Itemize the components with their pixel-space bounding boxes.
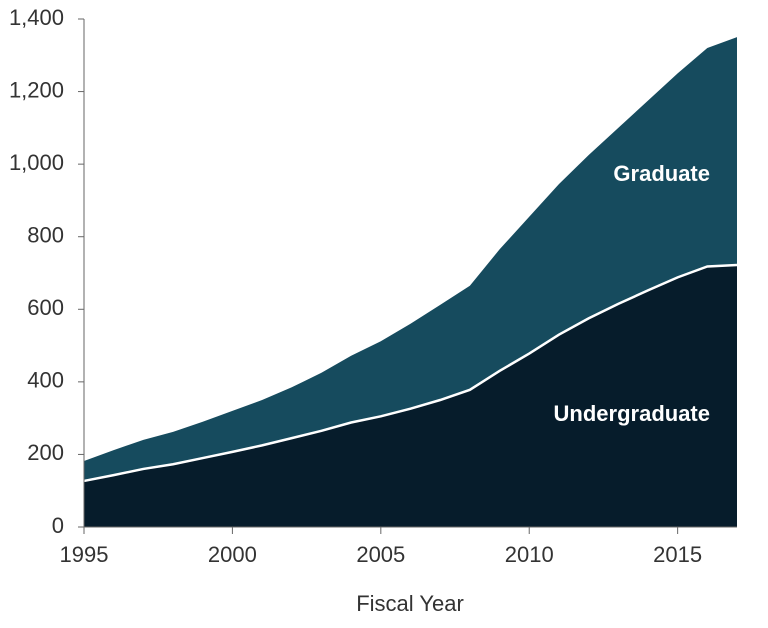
y-tick-label: 800: [27, 223, 64, 248]
y-tick-label: 0: [52, 513, 64, 538]
series-label: Graduate: [613, 161, 710, 186]
x-axis-title: Fiscal Year: [356, 591, 464, 616]
y-tick-label: 200: [27, 440, 64, 465]
x-tick-label: 2015: [653, 542, 702, 567]
y-tick-label: 1,400: [9, 5, 64, 30]
area: [84, 265, 737, 527]
area: [84, 37, 737, 481]
y-tick-label: 1,200: [9, 77, 64, 102]
x-tick-label: 2005: [356, 542, 405, 567]
x-tick-label: 2010: [505, 542, 554, 567]
y-tick-label: 600: [27, 295, 64, 320]
y-tick-label: 1,000: [9, 150, 64, 175]
boundary-line: [83, 263, 738, 483]
series-label: Undergraduate: [554, 401, 710, 426]
y-tick-label: 400: [27, 368, 64, 393]
x-tick-label: 1995: [60, 542, 109, 567]
x-tick-label: 2000: [208, 542, 257, 567]
